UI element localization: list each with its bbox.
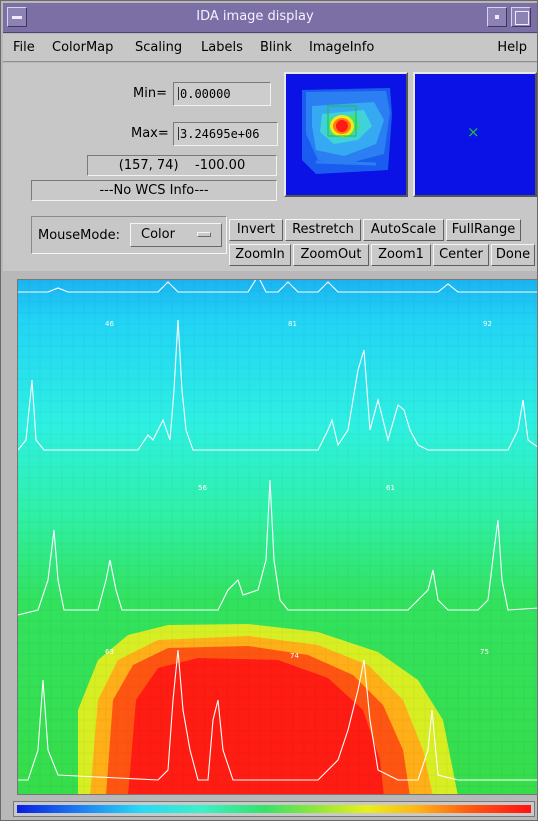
image-label-46: 46 <box>105 320 114 328</box>
max-label: Max= <box>131 126 169 141</box>
cursor-value: -100.00 <box>195 158 246 173</box>
zoom1-button[interactable]: Zoom1 <box>371 244 431 266</box>
mouse-mode-label: MouseMode: <box>38 228 120 243</box>
cursor-readout: (157, 74) -100.00 <box>87 155 277 176</box>
option-menu-indicator-icon <box>197 232 211 237</box>
colorbar-gradient <box>17 805 531 813</box>
image-display-area[interactable]: 46 81 92 56 61 63 74 75 <box>17 279 538 795</box>
window-menu-icon[interactable] <box>7 7 27 27</box>
maximize-icon[interactable] <box>511 7 531 27</box>
image-label-74: 74 <box>290 652 299 660</box>
min-label: Min= <box>133 86 167 101</box>
max-value: 3.24695e+06 <box>180 127 260 141</box>
menu-labels[interactable]: Labels <box>201 40 243 55</box>
fullrange-button[interactable]: FullRange <box>446 219 521 241</box>
autoscale-button[interactable]: AutoScale <box>363 219 444 241</box>
min-value: 0.00000 <box>180 87 231 101</box>
menu-file[interactable]: File <box>13 40 35 55</box>
cross-icon: × <box>467 123 480 141</box>
mouse-mode-value: Color <box>141 227 175 242</box>
control-panel: Min= 0.00000 Max= 3.24695e+06 (157, 74) … <box>3 63 537 271</box>
cursor-coords: (157, 74) <box>118 158 179 173</box>
image-label-63: 63 <box>105 648 114 656</box>
title-bar[interactable]: IDA image display <box>3 3 537 33</box>
min-field[interactable]: 0.00000 <box>173 82 271 106</box>
menu-help[interactable]: Help <box>497 40 527 55</box>
mouse-mode-group: MouseMode: Color <box>31 216 227 254</box>
image-label-92: 92 <box>483 320 492 328</box>
max-field[interactable]: 3.24695e+06 <box>173 122 278 146</box>
minimize-icon[interactable] <box>487 7 507 27</box>
pan-window[interactable] <box>284 72 408 197</box>
zoomin-button[interactable]: ZoomIn <box>229 244 291 266</box>
wcs-info: ---No WCS Info--- <box>31 180 277 201</box>
zoomout-button[interactable]: ZoomOut <box>293 244 369 266</box>
image-label-61: 61 <box>386 484 395 492</box>
menu-colormap[interactable]: ColorMap <box>52 40 114 55</box>
menu-imageinfo[interactable]: ImageInfo <box>309 40 375 55</box>
center-button[interactable]: Center <box>433 244 489 266</box>
menu-bar: File ColorMap Scaling Labels Blink Image… <box>3 34 537 62</box>
menu-scaling[interactable]: Scaling <box>135 40 183 55</box>
image-label-81: 81 <box>288 320 297 328</box>
window-title: IDA image display <box>196 9 314 24</box>
colorbar <box>13 801 535 817</box>
magnifier-window: × <box>413 72 537 197</box>
restretch-button[interactable]: Restretch <box>285 219 361 241</box>
image-label-75: 75 <box>480 648 489 656</box>
mouse-mode-select[interactable]: Color <box>130 223 222 247</box>
invert-button[interactable]: Invert <box>229 219 283 241</box>
done-button[interactable]: Done <box>491 244 535 266</box>
menu-blink[interactable]: Blink <box>260 40 292 55</box>
image-label-56: 56 <box>198 484 207 492</box>
